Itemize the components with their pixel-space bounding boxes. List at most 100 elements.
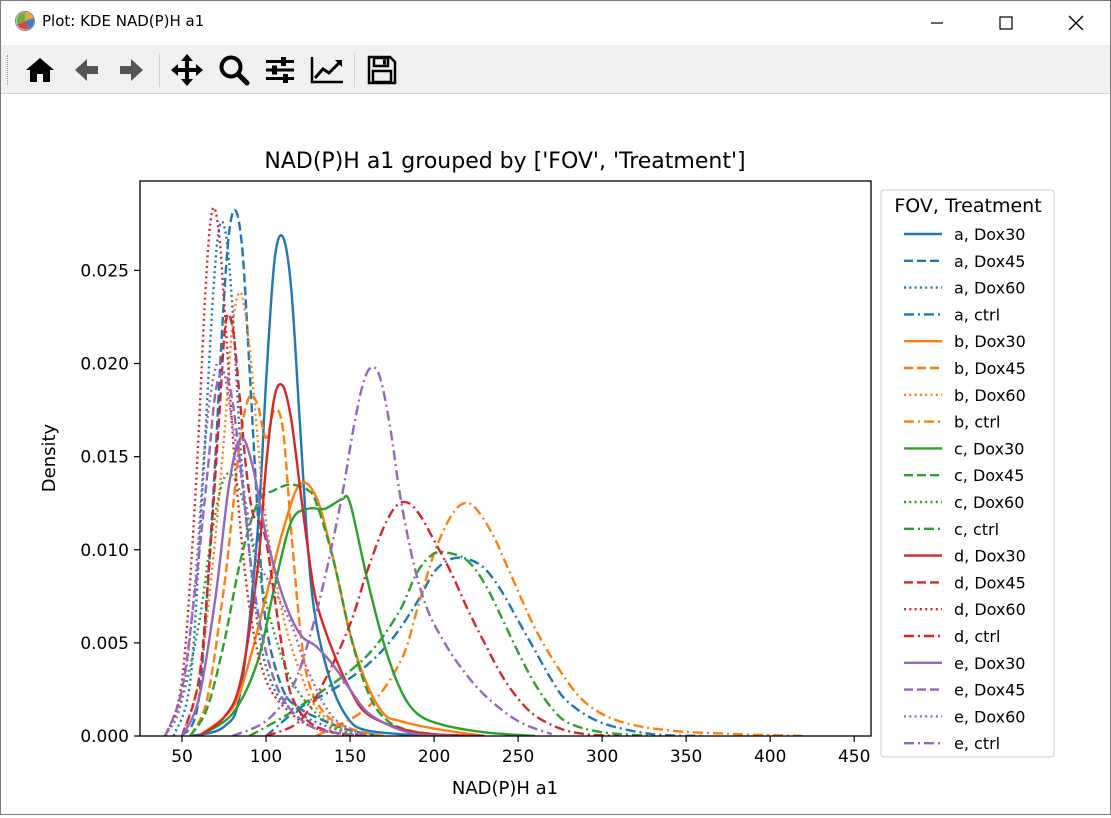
legend-item[interactable]: a, Dox60 [904, 279, 1025, 298]
legend-item[interactable]: d, Dox45 [904, 573, 1026, 592]
x-tick-label: 300 [586, 747, 618, 767]
x-tick-label: 50 [171, 747, 193, 767]
legend-item[interactable]: d, ctrl [904, 627, 1000, 646]
title-bar[interactable]: Plot: KDE NAD(P)H a1 [1, 1, 1110, 44]
home-button[interactable] [21, 52, 59, 88]
plot-area[interactable] [139, 180, 872, 737]
series-line-a-ctrl [265, 556, 703, 736]
x-tick-label: 250 [502, 747, 534, 767]
series-line-e-dox30 [180, 436, 451, 736]
legend-item[interactable]: c, Dox60 [904, 493, 1024, 512]
legend-label: a, Dox60 [954, 279, 1025, 298]
y-tick-label: 0.025 [80, 261, 129, 281]
save-icon [367, 55, 397, 85]
toolbar-grip [7, 55, 11, 85]
series-line-e-dox60 [164, 360, 368, 736]
legend-label: a, ctrl [954, 305, 1000, 324]
maximize-button[interactable] [983, 1, 1029, 44]
back-arrow-icon [75, 59, 98, 81]
chart-title: NAD(P)H a1 grouped by ['FOV', 'Treatment… [264, 149, 745, 174]
x-tick-label: 200 [418, 747, 450, 767]
maximize-icon [999, 15, 1013, 30]
legend-item[interactable]: a, Dox30 [904, 225, 1025, 244]
window-title: Plot: KDE NAD(P)H a1 [42, 12, 205, 30]
series-line-a-dox60 [172, 220, 368, 736]
legend-label: d, ctrl [954, 627, 1000, 646]
y-tick-label: 0.005 [80, 634, 129, 654]
legend-label: c, Dox45 [954, 466, 1024, 485]
x-tick-label: 150 [334, 747, 366, 767]
legend-item[interactable]: b, Dox30 [904, 332, 1026, 351]
legend-label: d, Dox45 [954, 573, 1026, 592]
subplots-config-icon [266, 57, 294, 83]
save-button[interactable] [363, 52, 401, 88]
zoom-button[interactable] [215, 52, 253, 88]
legend-item[interactable]: b, ctrl [904, 413, 1000, 432]
series-line-e-dox45 [164, 371, 367, 736]
x-tick-label: 450 [838, 747, 870, 767]
forward-button[interactable] [113, 52, 151, 88]
y-tick-label: 0.020 [80, 355, 129, 375]
legend-item[interactable]: c, Dox45 [904, 466, 1024, 485]
minimize-button[interactable] [914, 1, 960, 44]
x-axis: 50 100 150 200 250 300 350 400 450 [171, 736, 870, 767]
legend-item[interactable]: e, ctrl [904, 734, 1000, 753]
legend-item[interactable]: e, Dox30 [904, 654, 1025, 673]
legend-item[interactable]: c, ctrl [904, 520, 999, 539]
x-axis-label: NAD(P)H a1 [452, 778, 558, 799]
legend-item[interactable]: d, Dox30 [904, 547, 1026, 566]
series-line-b-dox30 [198, 481, 485, 736]
legend-label: e, Dox45 [954, 681, 1025, 700]
legend-item[interactable]: a, ctrl [904, 305, 1000, 324]
y-axis: 0.000 0.005 0.010 0.015 0.020 0.025 [80, 261, 140, 747]
legend-label: b, Dox45 [954, 359, 1026, 378]
legend-items: a, Dox30 a, Dox45 a, Dox60 a, ctrl b, Dox30 b… [904, 225, 1026, 753]
legend-item[interactable]: b, Dox45 [904, 359, 1026, 378]
legend-label: e, ctrl [954, 734, 1000, 753]
home-icon [26, 58, 54, 82]
legend-label: e, Dox60 [954, 707, 1025, 726]
y-axis-label: Density [39, 423, 60, 492]
legend-item[interactable]: b, Dox60 [904, 386, 1026, 405]
axes-edit-button[interactable] [308, 52, 346, 88]
legend-item[interactable]: e, Dox60 [904, 707, 1025, 726]
forward-arrow-icon [120, 59, 143, 81]
legend-label: d, Dox60 [954, 600, 1026, 619]
y-tick-label: 0.000 [80, 727, 129, 747]
legend-label: c, Dox60 [954, 493, 1024, 512]
legend-item[interactable]: d, Dox60 [904, 600, 1026, 619]
series-line-a-dox45 [180, 208, 384, 736]
series-line-b-ctrl [315, 501, 804, 736]
legend-label: a, Dox45 [954, 252, 1025, 271]
legend-label: b, Dox30 [954, 332, 1026, 351]
subplots-config-button[interactable] [261, 52, 299, 88]
legend-label: d, Dox30 [954, 547, 1026, 566]
toolbar-separator [159, 53, 160, 87]
axes-edit-icon [310, 57, 343, 84]
series-line-e-ctrl [231, 365, 553, 736]
series-line-d-dox45 [180, 312, 367, 736]
pan-button[interactable] [168, 52, 206, 88]
figure-canvas[interactable]: NAD(P)H a1 grouped by ['FOV', 'Treatment… [1, 94, 1110, 814]
app-icon [15, 11, 35, 31]
kde-chart[interactable]: NAD(P)H a1 grouped by ['FOV', 'Treatment… [1, 94, 1110, 814]
legend-item[interactable]: a, Dox45 [904, 252, 1025, 271]
legend-item[interactable]: c, Dox30 [904, 439, 1024, 458]
y-tick-label: 0.015 [80, 448, 129, 468]
y-tick-label: 0.010 [80, 541, 129, 561]
legend-label: a, Dox30 [954, 225, 1025, 244]
legend-title: FOV, Treatment [894, 195, 1041, 217]
x-tick-label: 400 [754, 747, 786, 767]
series-line-a-dox30 [190, 234, 435, 736]
close-button[interactable] [1053, 1, 1099, 44]
back-button[interactable] [67, 52, 105, 88]
x-tick-label: 100 [250, 747, 282, 767]
legend-frame [880, 189, 1055, 758]
series-line-c-dox30 [198, 494, 535, 736]
legend-item[interactable]: e, Dox45 [904, 681, 1025, 700]
legend-label: c, ctrl [954, 520, 999, 539]
series-line-c-ctrl [248, 550, 653, 736]
series-layer [164, 206, 804, 736]
